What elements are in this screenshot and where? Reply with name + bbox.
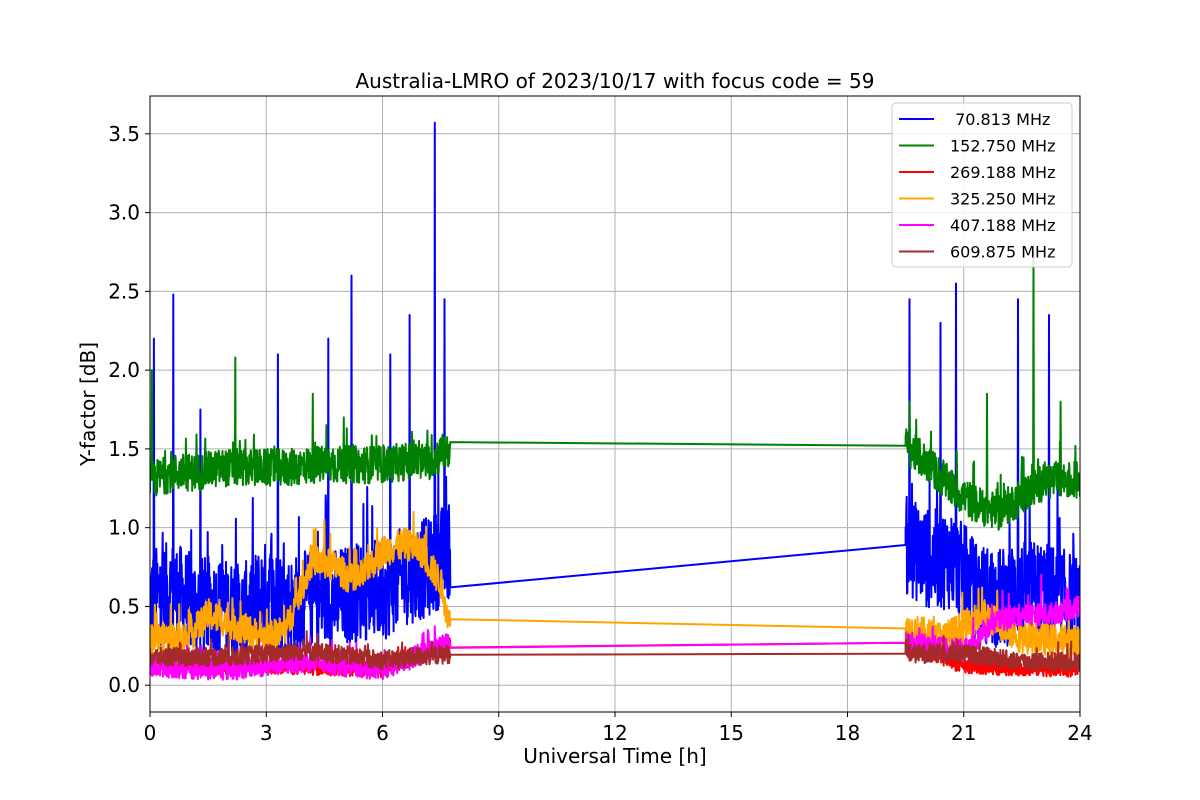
- y-tick-label: 1.5: [108, 437, 140, 461]
- x-tick-label: 18: [835, 721, 860, 745]
- series-line-1: [150, 251, 1080, 531]
- y-tick-label: 2.5: [108, 279, 140, 303]
- x-axis-label: Universal Time [h]: [523, 744, 706, 768]
- x-tick-label: 6: [376, 721, 389, 745]
- x-tick-label: 24: [1067, 721, 1092, 745]
- legend-label: 407.188 MHz: [950, 216, 1055, 235]
- y-tick-label: 3.0: [108, 201, 140, 225]
- y-axis: 0.0 0.5 1.0 1.5 2.0 2.5 3.0 3.5: [108, 122, 150, 697]
- legend-label: 70.813 MHz: [950, 110, 1050, 129]
- series-line-5: [150, 630, 1080, 672]
- x-tick-label: 15: [719, 721, 744, 745]
- legend-label: 269.188 MHz: [950, 163, 1055, 182]
- x-tick-label: 9: [492, 721, 505, 745]
- x-tick-label: 3: [260, 721, 273, 745]
- legend-label: 152.750 MHz: [950, 137, 1055, 156]
- y-axis-label: Y-factor [dB]: [76, 342, 100, 467]
- x-tick-label: 21: [951, 721, 976, 745]
- legend-label: 325.250 MHz: [950, 190, 1055, 209]
- x-axis: 0 3 6 9 12 15 18 21 24: [144, 712, 1093, 745]
- legend-box: [891, 102, 1073, 268]
- y-tick-label: 2.0: [108, 358, 140, 382]
- legend-label: 609.875 MHz: [950, 243, 1055, 262]
- y-tick-label: 3.5: [108, 122, 140, 146]
- x-tick-label: 0: [144, 721, 157, 745]
- y-tick-label: 0.5: [108, 594, 140, 618]
- series-layer: [150, 121, 1080, 681]
- chart-title: Australia-LMRO of 2023/10/17 with focus …: [355, 69, 874, 93]
- y-tick-label: 1.0: [108, 516, 140, 540]
- legend: 70.813 MHz 152.750 MHz 269.188 MHz 325.250 …: [891, 102, 1073, 268]
- y-tick-label: 0.0: [108, 673, 140, 697]
- x-tick-label: 12: [602, 721, 627, 745]
